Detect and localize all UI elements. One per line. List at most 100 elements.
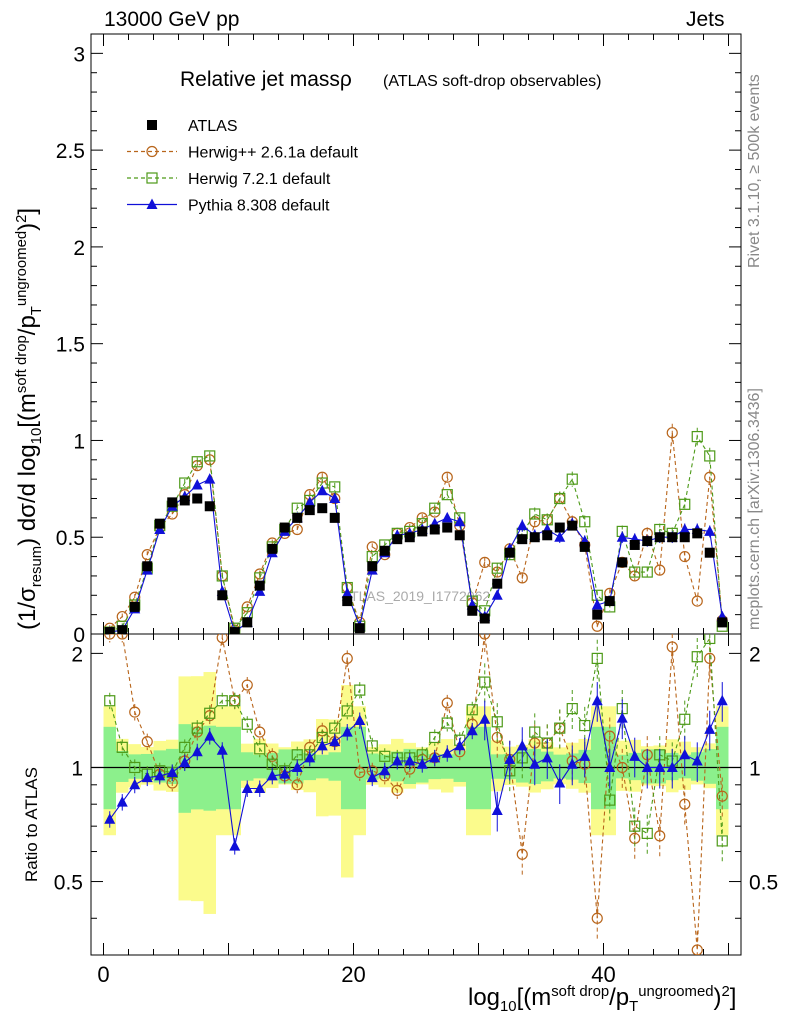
atlas-point: [692, 528, 703, 539]
pythia-ratio-point: [554, 776, 566, 788]
herwig7-ratio-point: [229, 695, 241, 707]
herwigpp-ratio-point: [216, 634, 228, 644]
atlas-point: [317, 503, 328, 514]
pythia-ratio-point: [629, 750, 641, 761]
observable-group-label: Jets: [686, 8, 725, 31]
herwig7-point: [529, 508, 541, 520]
herwigpp-ratio-point: [616, 761, 628, 774]
pythia-ratio-point: [491, 804, 503, 815]
atlas-point: [204, 501, 215, 512]
main-series-group: [104, 423, 728, 634]
herwigpp-ratio-point: [704, 652, 716, 664]
pythia-ratio-point: [704, 723, 716, 734]
atlas-point: [129, 601, 140, 612]
herwig7-point: [566, 473, 578, 485]
ratio-series-group: [104, 634, 728, 955]
herwig7-ratio-point: [379, 750, 391, 762]
herwigpp-ratio-point: [604, 730, 616, 742]
herwigpp-ratio-point: [354, 766, 366, 779]
pythia-ratio-point: [104, 813, 116, 824]
herwig7-ratio-point: [191, 722, 203, 734]
herwigpp-point: [479, 556, 491, 568]
ratio-plot-frame: [90, 633, 742, 956]
pythia-ratio-point: [604, 761, 616, 772]
herwig7-ratio-point: [479, 676, 491, 688]
herwig7-ratio-point: [241, 718, 253, 730]
herwigpp-ratio-point: [266, 750, 278, 762]
pythia-ratio-point: [304, 751, 316, 763]
pythia-point: [491, 589, 503, 600]
herwigpp-ratio-point: [241, 679, 253, 691]
herwig7-ratio-point: [591, 652, 603, 664]
atlas-point: [629, 539, 640, 550]
herwig7-ratio-point: [116, 741, 128, 753]
herwig7-point: [704, 450, 716, 462]
herwig7-ratio-point: [429, 731, 441, 744]
pythia-point: [191, 478, 203, 490]
pythia-ratio-point: [316, 739, 328, 751]
y-tick-label: 0.5: [56, 527, 85, 550]
atlas-point: [492, 578, 503, 589]
pythia-ratio-point: [204, 730, 216, 741]
pythia-ratio-point: [329, 735, 341, 747]
pythia-ratio-point: [116, 796, 128, 807]
atlas-point: [704, 547, 715, 558]
atlas-point: [267, 543, 278, 554]
y-tick-label: 2.5: [56, 140, 85, 163]
herwig7-ratio-point: [366, 740, 378, 752]
herwigpp-ratio-point: [479, 634, 491, 640]
herwigpp-ratio-point: [291, 779, 303, 791]
herwig7-point: [204, 450, 216, 462]
pythia-point: [316, 484, 328, 496]
x-tick-label: 20: [341, 962, 365, 987]
pythia-ratio-point: [391, 755, 403, 766]
herwigpp-ratio-point: [141, 736, 153, 748]
atlas-point: [517, 534, 528, 545]
pythia-point: [554, 531, 566, 542]
y-axis-label: (1/σresum) dσ/d log10[(msoft drop/pTungr…: [14, 207, 45, 630]
atlas-point: [367, 561, 378, 572]
herwigpp-point: [591, 620, 603, 632]
pythia-ratio-point: [241, 782, 253, 794]
herwigpp-point: [691, 595, 703, 607]
atlas-point: [592, 609, 603, 620]
herwigpp-ratio-point: [591, 912, 603, 924]
atlas-point: [279, 522, 290, 533]
atlas-point: [229, 627, 240, 634]
herwigpp-point: [516, 572, 528, 584]
atlas-point: [429, 524, 440, 535]
x-axis-label: log10[(msoft drop/pTungroomed)2]: [468, 984, 737, 1015]
herwig7-point: [179, 477, 191, 489]
pythia-ratio-point: [479, 713, 491, 724]
pythia-ratio-point: [654, 761, 666, 772]
herwigpp-ratio-point: [716, 790, 728, 802]
herwig7-ratio-point: [466, 704, 478, 716]
pythia-ratio-point: [579, 750, 591, 761]
herwig7-point: [191, 456, 203, 468]
pythia-ratio-point: [679, 748, 691, 760]
ratio-y-tick-label: 1: [71, 757, 83, 780]
herwig7-ratio-point: [441, 717, 453, 729]
pythia-ratio-point: [141, 771, 153, 783]
atlas-point: [217, 590, 228, 601]
atlas-point: [292, 512, 303, 523]
pythia-ratio-point: [404, 755, 416, 766]
herwig7-line: [109, 435, 723, 633]
ratio-y-tick-label-right: 2: [749, 643, 761, 666]
herwig7-ratio-point: [604, 794, 616, 806]
herwig7-ratio-point: [216, 695, 228, 707]
ratio-band-inner: [491, 754, 504, 779]
herwig7-point: [441, 489, 453, 501]
atlas-point: [442, 522, 453, 533]
herwigpp-point: [666, 427, 678, 439]
herwig7-ratio-point: [679, 713, 691, 725]
herwig7-ratio-point: [641, 827, 653, 839]
atlas-point: [667, 532, 678, 543]
atlas-point: [242, 617, 253, 628]
ratio-y-axis-label: Ratio to ATLAS: [22, 767, 41, 882]
pythia-ratio-point: [566, 758, 578, 769]
atlas-point: [304, 505, 315, 516]
herwig7-point: [691, 430, 703, 443]
pythia-point: [591, 598, 603, 610]
herwig7-point: [491, 562, 503, 574]
